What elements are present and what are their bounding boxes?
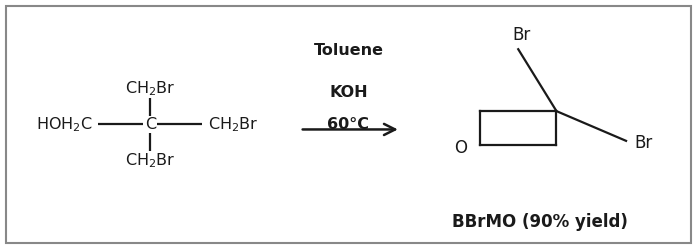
Text: Br: Br bbox=[512, 26, 531, 44]
FancyBboxPatch shape bbox=[6, 6, 691, 243]
Text: $\mathregular{HOH_2C}$: $\mathregular{HOH_2C}$ bbox=[36, 115, 93, 134]
Text: Br: Br bbox=[634, 134, 652, 152]
Text: 60°C: 60°C bbox=[328, 117, 369, 132]
Text: BBrMO (90% yield): BBrMO (90% yield) bbox=[452, 213, 628, 231]
Text: O: O bbox=[454, 139, 468, 157]
Text: $\mathregular{CH_2Br}$: $\mathregular{CH_2Br}$ bbox=[125, 79, 176, 98]
Text: Toluene: Toluene bbox=[314, 43, 383, 58]
Text: $\mathregular{CH_2Br}$: $\mathregular{CH_2Br}$ bbox=[208, 115, 259, 134]
Text: KOH: KOH bbox=[329, 85, 368, 100]
Text: $\mathregular{CH_2Br}$: $\mathregular{CH_2Br}$ bbox=[125, 151, 176, 170]
Text: C: C bbox=[145, 117, 156, 132]
